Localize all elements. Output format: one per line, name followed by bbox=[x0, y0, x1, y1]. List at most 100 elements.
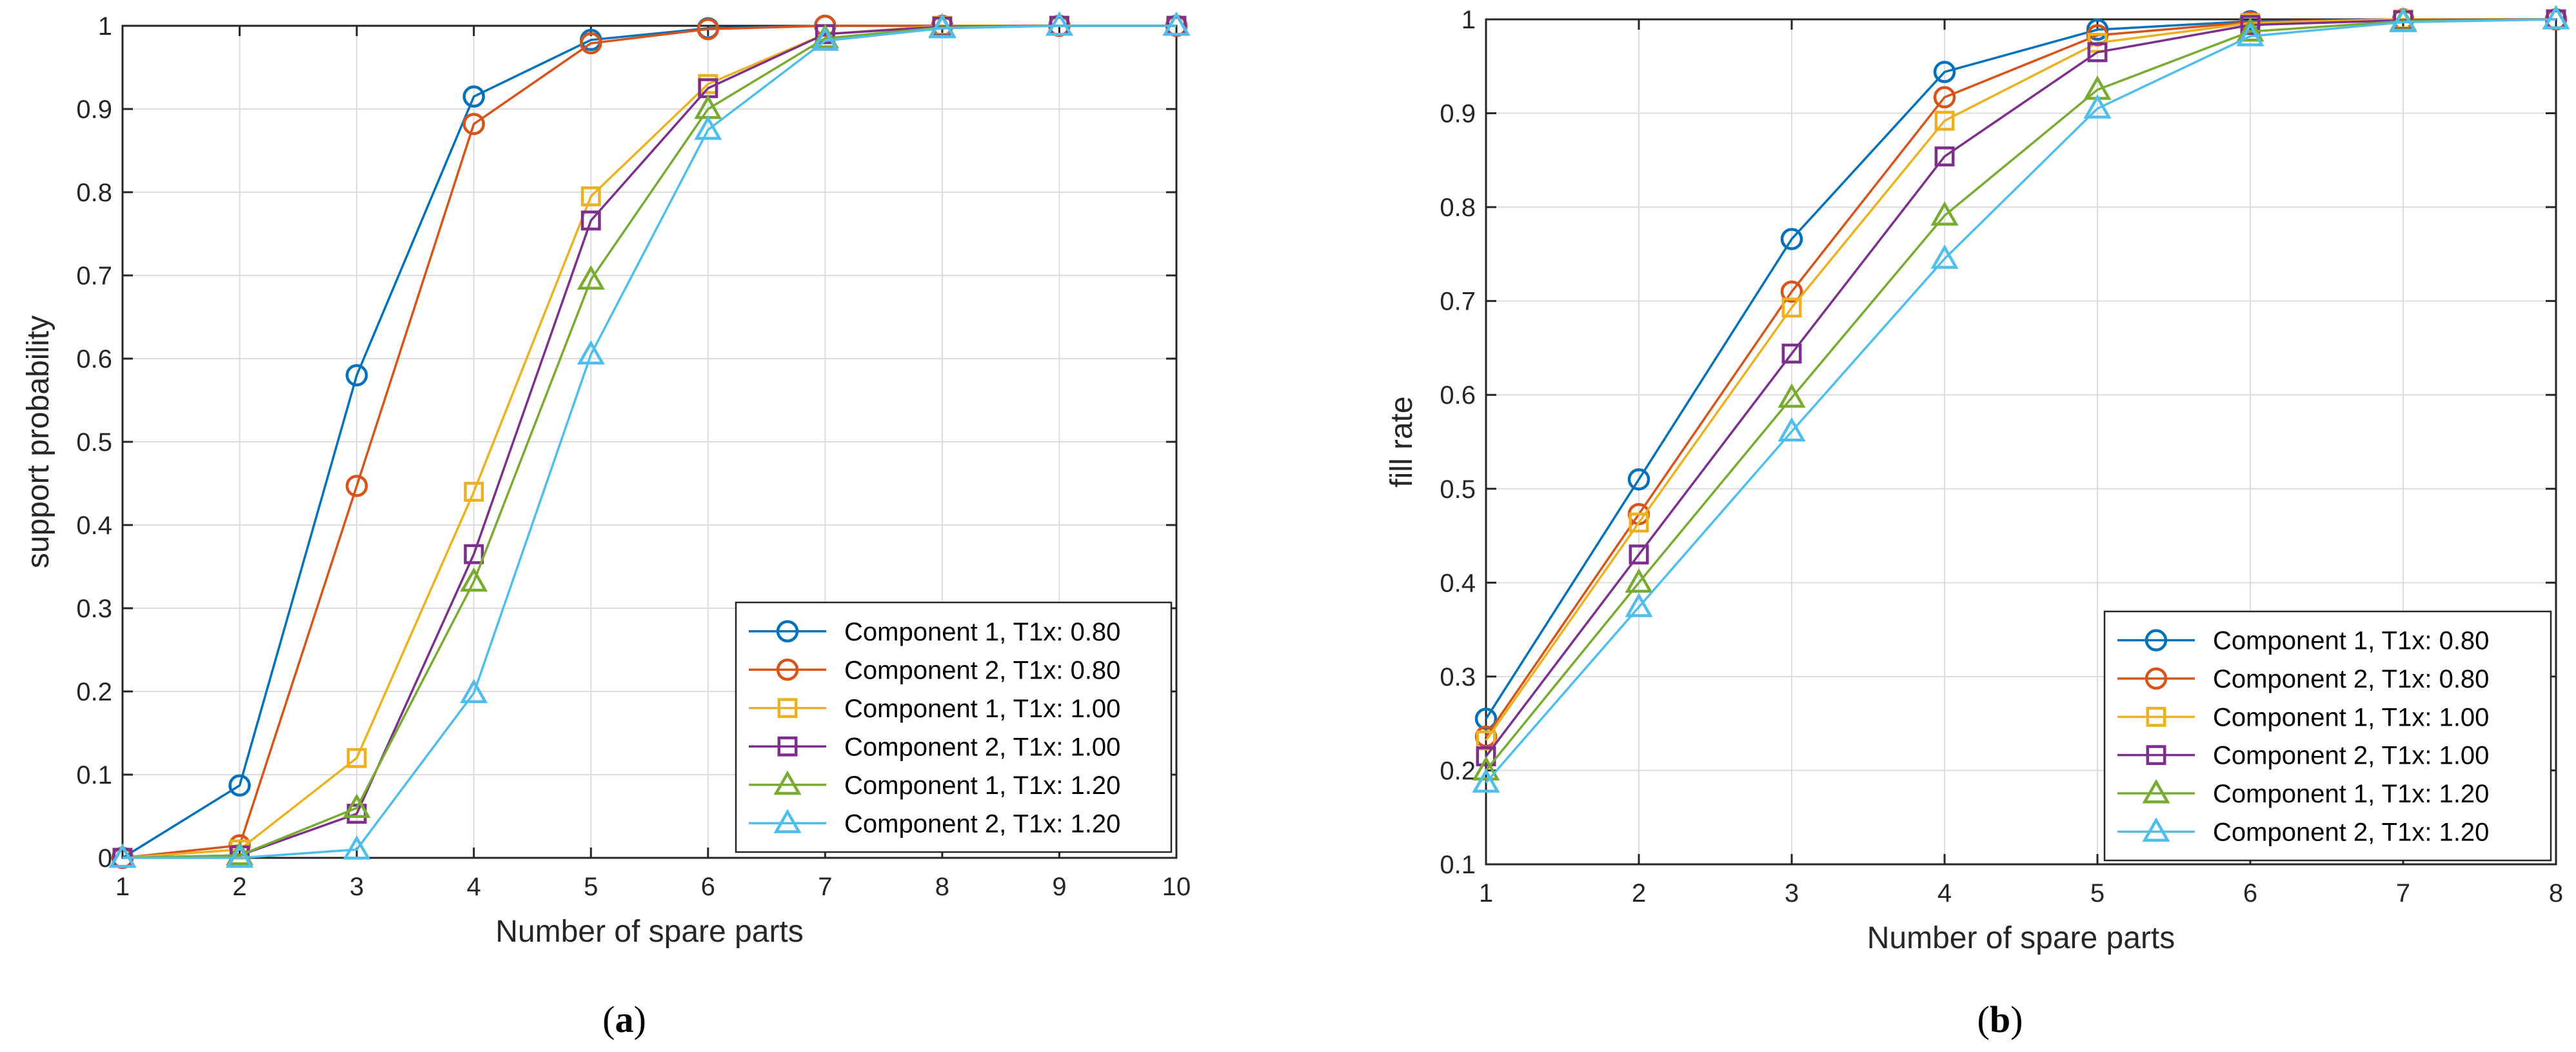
chart-a-x-tick-label: 4 bbox=[467, 873, 481, 901]
chart-a-legend-label: Component 1, T1x: 1.20 bbox=[844, 771, 1120, 800]
chart-a-series-3-point bbox=[346, 748, 367, 768]
chart-b-legend-label: Component 1, T1x: 1.00 bbox=[2213, 703, 2489, 731]
chart-b-series-4-line bbox=[1485, 18, 2557, 757]
chart-b-x-tick-label: 5 bbox=[2090, 879, 2105, 908]
chart-b-axes-box bbox=[1485, 18, 2557, 866]
chart-a-x-tick-label: 6 bbox=[701, 873, 715, 901]
chart-a-legend-marker bbox=[773, 770, 802, 795]
chart-b-x-axis-label: Number of spare parts bbox=[1867, 921, 2175, 955]
chart-a-y-tick-label: 0.1 bbox=[76, 761, 112, 789]
chart-b-y-axis-label: fill rate bbox=[1385, 396, 1419, 487]
panel-b-chart: 1 2 3 4 5 6 7 8 0.1 0.2 0.3 0.4 0.5 0.6 0.7 0.8 0.9 1 Numb… bbox=[1385, 5, 2570, 1040]
chart-a-y-tick-label: 0.4 bbox=[76, 511, 112, 540]
chart-b-y-tick-label: 0.5 bbox=[1440, 475, 1476, 504]
chart-a-y-tick-label: 0.9 bbox=[76, 95, 112, 124]
chart-b-series-4-point bbox=[1476, 746, 1496, 767]
chart-b-series-6-point bbox=[1778, 417, 1806, 442]
chart-a-series-4-point bbox=[464, 544, 484, 564]
chart-b-y-tick-label: 0.7 bbox=[1440, 288, 1476, 316]
chart-a-series-6-point bbox=[460, 679, 488, 704]
chart-b-series-3-point bbox=[1781, 297, 1802, 318]
chart-a-y-tick-label: 0.6 bbox=[76, 345, 112, 373]
chart-b-series-5-point bbox=[1625, 568, 1653, 593]
chart-b-series-6-point bbox=[2389, 8, 2417, 32]
chart-b-x-tick-label: 8 bbox=[2549, 879, 2563, 908]
chart-a-caption-close: ) bbox=[634, 998, 646, 1040]
chart-b-series-6-point bbox=[2083, 94, 2112, 119]
chart-a-legend: Component 1, T1x: 0.80 Component 2, T1x: … bbox=[735, 601, 1173, 853]
chart-a-series-6-point bbox=[342, 835, 371, 860]
chart-a-y-tick-label: 0.3 bbox=[76, 595, 112, 623]
chart-a-series-3-point bbox=[464, 481, 484, 502]
chart-a-series-6-point bbox=[225, 843, 254, 868]
panel-a-chart: 1 2 3 4 5 6 7 8 9 10 0 0.1 0.2 0.3 0.4 0.5 0.6 0.7 0.8 0.9 1… bbox=[21, 11, 1191, 1040]
chart-b-y-tick-label: 0.8 bbox=[1440, 194, 1476, 222]
chart-a-series-6-point bbox=[694, 115, 722, 140]
chart-a-series-5-point bbox=[577, 265, 605, 290]
chart-a-y-tick-label: 1 bbox=[98, 12, 112, 41]
chart-a-x-tick-label: 3 bbox=[350, 873, 364, 901]
chart-b-series-3-point bbox=[1629, 512, 1649, 533]
chart-b-x-tick-label: 6 bbox=[2243, 879, 2257, 908]
chart-a-legend-label: Component 2, T1x: 1.20 bbox=[844, 809, 1120, 838]
chart-a-legend-marker bbox=[777, 698, 798, 719]
chart-a-series-6-point bbox=[811, 26, 839, 51]
chart-a-series-6 bbox=[108, 11, 1191, 868]
chart-a-series-3-point bbox=[580, 186, 601, 206]
chart-b-legend-label: Component 2, T1x: 1.20 bbox=[2213, 818, 2489, 846]
chart-b-series-5-line bbox=[1485, 18, 2557, 771]
chart-b-legend-marker bbox=[2142, 779, 2170, 804]
chart-a-x-tick-label: 1 bbox=[115, 873, 130, 901]
chart-b-caption-close: ) bbox=[2010, 998, 2023, 1040]
chart-b-series-3-point bbox=[1934, 110, 1955, 131]
chart-b-y-tick-label: 1 bbox=[1461, 6, 1476, 34]
chart-b-series-6-point bbox=[2542, 5, 2570, 30]
chart-b-y-tick-label: 0.6 bbox=[1440, 381, 1476, 410]
chart-b-series-6-line bbox=[1485, 18, 2557, 784]
chart-a-y-tick-label: 0.7 bbox=[76, 262, 112, 290]
chart-b-series-6-point bbox=[2236, 21, 2264, 46]
chart-a-y-axis-label: support probability bbox=[21, 315, 55, 568]
chart-b-series-6-point bbox=[1625, 592, 1653, 617]
chart-a-series-5-point bbox=[342, 793, 371, 819]
chart-b-series-2-point bbox=[1933, 86, 1956, 109]
chart-a-legend-label: Component 1, T1x: 1.00 bbox=[844, 695, 1120, 723]
chart-a-x-tick-label: 8 bbox=[935, 873, 949, 901]
chart-b-series-1-point bbox=[1933, 61, 1956, 83]
chart-a-x-tick-label: 2 bbox=[232, 873, 246, 901]
chart-a-series-6-point bbox=[1045, 11, 1074, 36]
chart-b-series-1-point bbox=[1780, 228, 1803, 250]
chart-b-y-tick-label: 0.9 bbox=[1440, 100, 1476, 128]
chart-b-series-6 bbox=[1472, 5, 2570, 793]
chart-b-legend-marker bbox=[2145, 629, 2168, 651]
chart-b-legend: Component 1, T1x: 0.80 Component 2, T1x: … bbox=[2103, 610, 2552, 862]
chart-b-series-6-point bbox=[1930, 244, 1959, 269]
chart-a-legend-marker bbox=[777, 736, 798, 757]
chart-b-legend-marker bbox=[2146, 706, 2166, 727]
chart-b-series-5-point bbox=[2236, 17, 2264, 42]
chart-a-series-1-point bbox=[345, 364, 368, 387]
chart-a-legend-label: Component 2, T1x: 0.80 bbox=[844, 656, 1120, 684]
chart-a-legend-label: Component 2, T1x: 1.00 bbox=[844, 733, 1120, 761]
chart-a-legend-label: Component 1, T1x: 0.80 bbox=[844, 618, 1120, 646]
chart-b-series-4-point bbox=[1629, 544, 1649, 565]
chart-a-y-tick-label: 0.2 bbox=[76, 678, 112, 706]
chart-a-legend-marker bbox=[773, 809, 802, 833]
chart-b-series-4-point bbox=[1781, 343, 1802, 364]
chart-a-legend-marker bbox=[776, 620, 799, 642]
chart-a-caption: (a) bbox=[602, 998, 646, 1040]
chart-a-legend-marker bbox=[776, 659, 799, 681]
chart-b-x-tick-label: 1 bbox=[1479, 879, 1493, 908]
chart-a-series-4-point bbox=[580, 210, 601, 231]
chart-b-x-tick-label: 3 bbox=[1785, 879, 1799, 908]
chart-b-legend-marker bbox=[2146, 745, 2166, 766]
chart-a-x-axis-label: Number of spare parts bbox=[495, 915, 804, 949]
chart-a-y-tick-label: 0 bbox=[98, 844, 112, 873]
chart-b-caption: (b) bbox=[1977, 998, 2023, 1040]
chart-a-y-tick-label: 0.8 bbox=[76, 179, 112, 207]
chart-a-series-1-point bbox=[462, 85, 485, 108]
chart-a-series-6-point bbox=[577, 340, 605, 365]
chart-a-series-6-point bbox=[928, 14, 956, 39]
chart-b-caption-open: ( bbox=[1977, 998, 1990, 1040]
